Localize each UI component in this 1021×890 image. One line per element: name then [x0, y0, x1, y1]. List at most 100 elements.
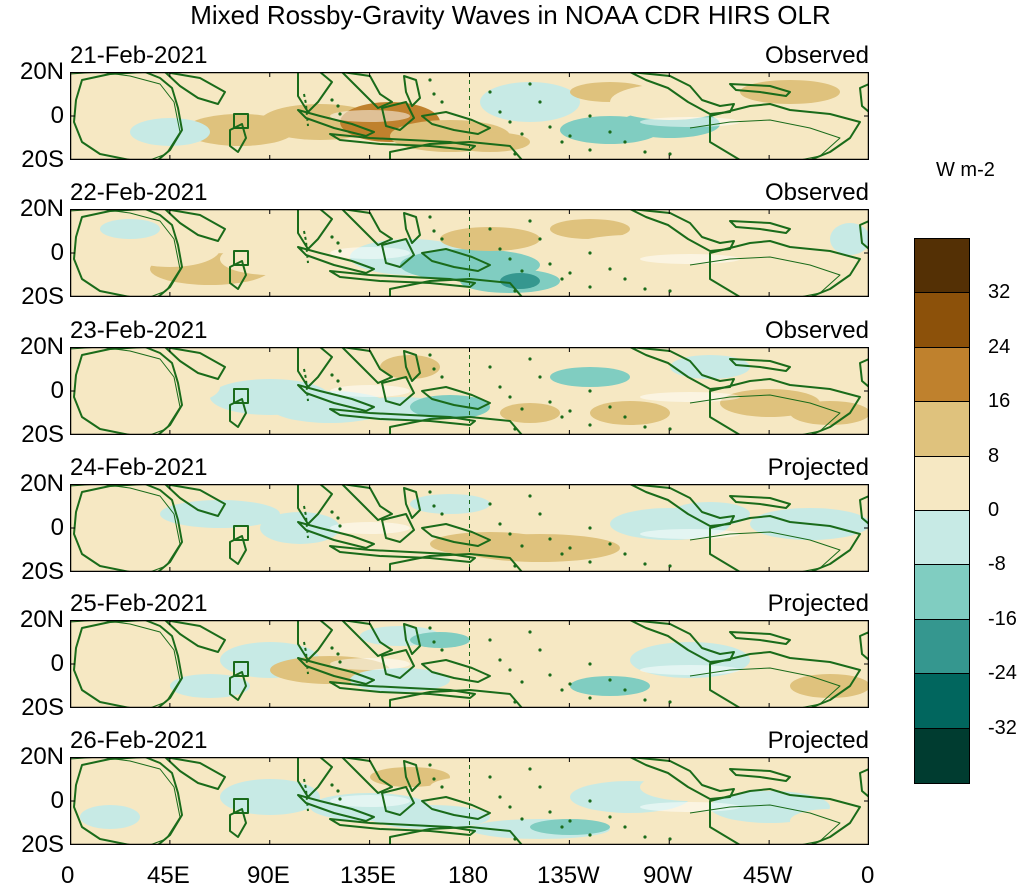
- colorbar-segment: [915, 402, 969, 457]
- island-dot: [498, 110, 502, 114]
- coastline: [233, 798, 249, 814]
- coastline: [164, 72, 226, 105]
- zero-contour-band: [330, 522, 410, 534]
- border-line: [689, 119, 841, 160]
- island-dot: [623, 415, 627, 419]
- anomaly-region: [790, 674, 869, 698]
- map-panel: 23-Feb-2021 Observed: [70, 317, 869, 435]
- island-dot: [528, 630, 532, 634]
- island-dot: [548, 673, 552, 677]
- island-dot: [513, 837, 517, 841]
- anomaly-region: [370, 767, 450, 787]
- coastline: [629, 209, 735, 252]
- map-panel: 21-Feb-2021 Observed: [70, 42, 869, 160]
- coastline: [729, 631, 791, 645]
- coastline: [859, 495, 869, 525]
- panel-date-label: 22-Feb-2021: [70, 179, 208, 206]
- zero-contour-band: [640, 254, 740, 264]
- colorbar-tick-label: 24: [988, 336, 1011, 358]
- island-dot: [520, 817, 524, 821]
- island-dot: [513, 700, 517, 704]
- island-dot: [432, 367, 436, 371]
- coastline: [389, 689, 523, 708]
- coastline: [381, 649, 415, 679]
- panel-date-label: 26-Feb-2021: [70, 727, 208, 754]
- island-dot: [588, 148, 592, 152]
- island-dot: [668, 289, 672, 293]
- colorbar-segment: [915, 674, 969, 729]
- island-dot: [560, 277, 564, 281]
- anomaly-field: [80, 767, 869, 839]
- anomaly-region: [570, 676, 650, 696]
- longitude-label: 135E: [340, 862, 397, 889]
- coastline: [859, 220, 869, 250]
- island-dot: [428, 490, 432, 494]
- island-dot: [538, 375, 542, 379]
- island-dot: [608, 815, 612, 819]
- island-dot: [508, 257, 512, 261]
- axis-ticks: [70, 72, 869, 160]
- longitude-label: 90W: [643, 862, 693, 889]
- colorbar-tick-label: -32: [988, 717, 1017, 739]
- olr-anomaly-map: [70, 72, 869, 160]
- island-dot: [336, 652, 340, 656]
- panel-date-label: 21-Feb-2021: [70, 42, 208, 69]
- island-dot: [440, 375, 444, 379]
- coastline: [233, 661, 249, 677]
- coastline: [389, 278, 523, 297]
- anomaly-region: [380, 355, 440, 379]
- island-dot: [560, 688, 564, 692]
- anomaly-region: [550, 219, 630, 239]
- island-dot: [520, 132, 524, 136]
- coastline: [229, 671, 247, 701]
- longitude-label: 45W: [743, 862, 793, 889]
- latitude-label: 20N: [19, 743, 64, 770]
- island-dot: [668, 427, 672, 431]
- coastline: [709, 240, 861, 297]
- anomaly-region: [410, 494, 490, 514]
- coastline: [329, 545, 476, 563]
- coastline: [403, 623, 421, 655]
- coastline: [297, 620, 333, 661]
- coastline: [164, 757, 226, 790]
- island-dot: [588, 560, 592, 564]
- anomaly-region: [520, 638, 620, 662]
- longitude-label: 0: [861, 862, 875, 889]
- island-dot: [338, 524, 342, 528]
- coastline: [403, 75, 421, 107]
- coastline: [729, 83, 791, 97]
- island-dot: [513, 152, 517, 156]
- panel-date-label: 24-Feb-2021: [70, 454, 208, 481]
- island-dot: [432, 92, 436, 96]
- map-panel: 26-Feb-2021 Projected: [70, 727, 869, 845]
- coastline: [709, 651, 861, 708]
- island-dot: [588, 526, 592, 530]
- anomaly-region: [70, 118, 130, 146]
- island-dot: [538, 648, 542, 652]
- island-dot: [428, 763, 432, 767]
- island-dot: [548, 400, 552, 404]
- colorbar-tick-label: 8: [988, 445, 1000, 467]
- coastline: [389, 141, 523, 160]
- island-dot: [548, 262, 552, 266]
- island-dot: [588, 251, 592, 255]
- panel-status-label: Projected: [767, 590, 869, 617]
- island-dot: [508, 120, 512, 124]
- coastline: [729, 495, 791, 509]
- island-dot: [568, 271, 572, 275]
- coastline: [729, 768, 791, 782]
- colorbar-segment: [915, 293, 969, 348]
- axis-ticks: [70, 347, 869, 435]
- axis-ticks: [70, 620, 869, 708]
- anomaly-field: [120, 626, 869, 698]
- panel-status-label: Observed: [764, 317, 869, 344]
- longitude-label: 135W: [537, 862, 600, 889]
- border-line: [689, 667, 841, 708]
- island-dot: [548, 810, 552, 814]
- island-dot: [330, 98, 334, 102]
- island-dot: [528, 494, 532, 498]
- anomaly-region: [130, 118, 210, 146]
- latitude-label: 20S: [21, 421, 64, 448]
- coastline: [729, 220, 791, 234]
- island-dot: [588, 423, 592, 427]
